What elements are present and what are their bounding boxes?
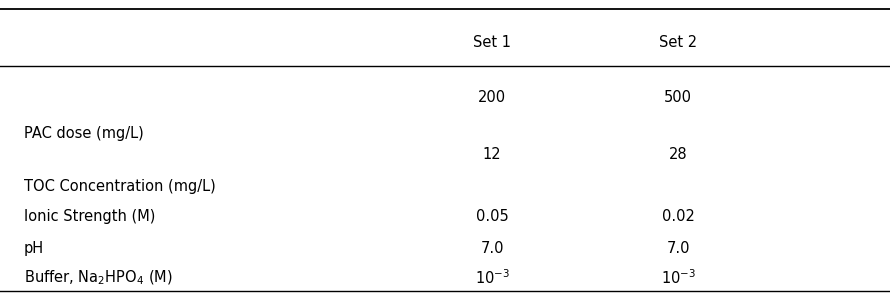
Text: 12: 12 — [483, 147, 501, 162]
Text: Buffer, Na$_2$HPO$_4$ (M): Buffer, Na$_2$HPO$_4$ (M) — [24, 269, 173, 287]
Text: $10^{-3}$: $10^{-3}$ — [474, 268, 510, 287]
Text: 500: 500 — [664, 89, 692, 105]
Text: Set 1: Set 1 — [473, 35, 511, 50]
Text: 200: 200 — [478, 89, 506, 105]
Text: 0.05: 0.05 — [476, 208, 508, 224]
Text: 7.0: 7.0 — [481, 241, 504, 256]
Text: 7.0: 7.0 — [667, 241, 690, 256]
Text: 0.02: 0.02 — [662, 208, 694, 224]
Text: $10^{-3}$: $10^{-3}$ — [660, 268, 696, 287]
Text: TOC Concentration (mg/L): TOC Concentration (mg/L) — [24, 179, 215, 194]
Text: Set 2: Set 2 — [659, 35, 697, 50]
Text: PAC dose (mg/L): PAC dose (mg/L) — [24, 126, 144, 141]
Text: pH: pH — [24, 241, 44, 256]
Text: 28: 28 — [669, 147, 687, 162]
Text: Ionic Strength (M): Ionic Strength (M) — [24, 208, 156, 224]
